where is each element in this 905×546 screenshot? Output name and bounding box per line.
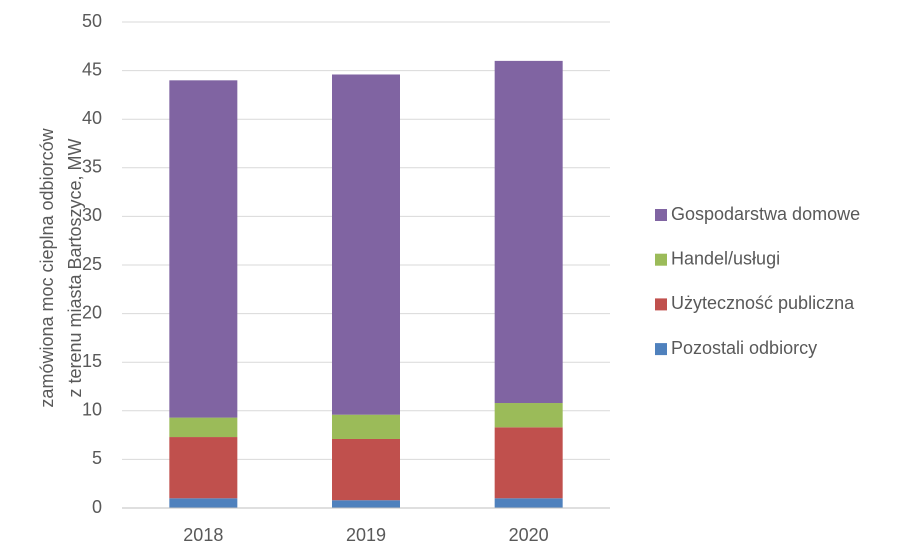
y-tick-label: 0: [92, 497, 102, 517]
bar-segment: [332, 74, 400, 415]
legend-swatch: [655, 209, 667, 221]
legend-label: Handel/usługi: [671, 248, 780, 268]
y-tick-label: 45: [82, 59, 102, 79]
legend-swatch: [655, 343, 667, 356]
legend-label: Użyteczność publiczna: [671, 293, 855, 313]
x-tick-label: 2019: [346, 525, 386, 545]
y-axis-title: zamówiona moc cieplna odbiorców z terenu…: [37, 127, 85, 407]
legend-label: Gospodarstwa domowe: [671, 204, 860, 224]
bar-segment: [494, 427, 563, 499]
bar-segment: [169, 498, 238, 508]
y-tick-label: 35: [82, 157, 102, 177]
y-tick-label: 15: [82, 351, 102, 371]
bar-segment: [169, 417, 238, 438]
y-tick-label: 30: [82, 205, 102, 225]
y-tick-label: 50: [82, 11, 102, 31]
bar-segment: [169, 80, 238, 418]
y-axis-title-line: zamówiona moc cieplna odbiorców: [37, 127, 57, 407]
y-tick-label: 40: [82, 108, 102, 128]
y-axis-title-line: z terenu miasta Bartoszyce, MW: [65, 138, 85, 397]
legend-swatch: [655, 298, 667, 311]
bar-segment: [332, 500, 400, 508]
x-tick-label: 2020: [509, 525, 549, 545]
y-tick-label: 25: [82, 254, 102, 274]
bar-segment: [494, 403, 563, 428]
y-tick-label: 10: [82, 400, 102, 420]
bar-segment: [494, 60, 563, 404]
legend-label: Pozostali odbiorcy: [671, 338, 817, 358]
bar-segment: [169, 437, 238, 499]
legend-swatch: [655, 253, 667, 266]
x-tick-label: 2018: [183, 525, 223, 545]
bar-segment: [332, 438, 400, 501]
y-tick-label: 20: [82, 302, 102, 322]
bar-segment: [494, 498, 563, 508]
y-tick-label: 5: [92, 448, 102, 468]
bar-segment: [332, 414, 400, 439]
